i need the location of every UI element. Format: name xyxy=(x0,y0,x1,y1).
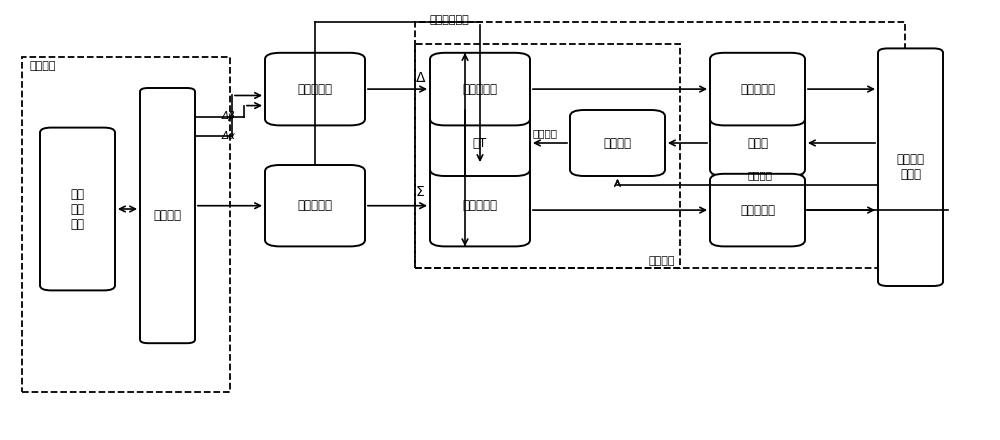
Text: 差路接收器: 差路接收器 xyxy=(740,83,775,95)
Text: 校准耦合器: 校准耦合器 xyxy=(462,199,498,212)
Bar xyxy=(415,22,905,268)
Text: Δβ: Δβ xyxy=(222,111,236,121)
Text: 射频开关: 射频开关 xyxy=(603,136,632,150)
Text: Δα: Δα xyxy=(222,131,236,141)
FancyBboxPatch shape xyxy=(265,53,365,125)
Bar xyxy=(22,57,230,392)
Text: 合成网络器: 合成网络器 xyxy=(298,83,332,95)
Bar xyxy=(415,44,680,268)
Text: 控制信号: 控制信号 xyxy=(748,170,772,180)
FancyBboxPatch shape xyxy=(570,110,665,176)
Text: 和路接收器: 和路接收器 xyxy=(740,204,775,216)
FancyBboxPatch shape xyxy=(710,174,805,246)
FancyBboxPatch shape xyxy=(40,128,115,290)
Text: 模耦合器: 模耦合器 xyxy=(154,209,182,222)
FancyBboxPatch shape xyxy=(265,165,365,246)
Text: Σ: Σ xyxy=(416,185,425,199)
FancyBboxPatch shape xyxy=(430,53,530,125)
FancyBboxPatch shape xyxy=(140,88,195,343)
Text: 数字信号
处理器: 数字信号 处理器 xyxy=(896,153,924,181)
FancyBboxPatch shape xyxy=(878,48,943,286)
Text: 射频测量信号: 射频测量信号 xyxy=(430,15,470,26)
Text: Δ: Δ xyxy=(416,71,426,85)
FancyBboxPatch shape xyxy=(430,165,530,246)
Text: 极化双工器: 极化双工器 xyxy=(298,199,332,212)
FancyBboxPatch shape xyxy=(710,110,805,176)
Text: 校准信号: 校准信号 xyxy=(532,128,558,138)
Text: 校准耦合器: 校准耦合器 xyxy=(462,83,498,95)
FancyBboxPatch shape xyxy=(430,110,530,176)
Text: 双向
射频
天线: 双向 射频 天线 xyxy=(70,187,84,231)
Text: 发射器: 发射器 xyxy=(747,136,768,150)
Text: 天线装置: 天线装置 xyxy=(30,61,56,71)
Text: 魔T: 魔T xyxy=(473,136,487,150)
FancyBboxPatch shape xyxy=(710,53,805,125)
Text: 校准装置: 校准装置 xyxy=(648,256,675,266)
